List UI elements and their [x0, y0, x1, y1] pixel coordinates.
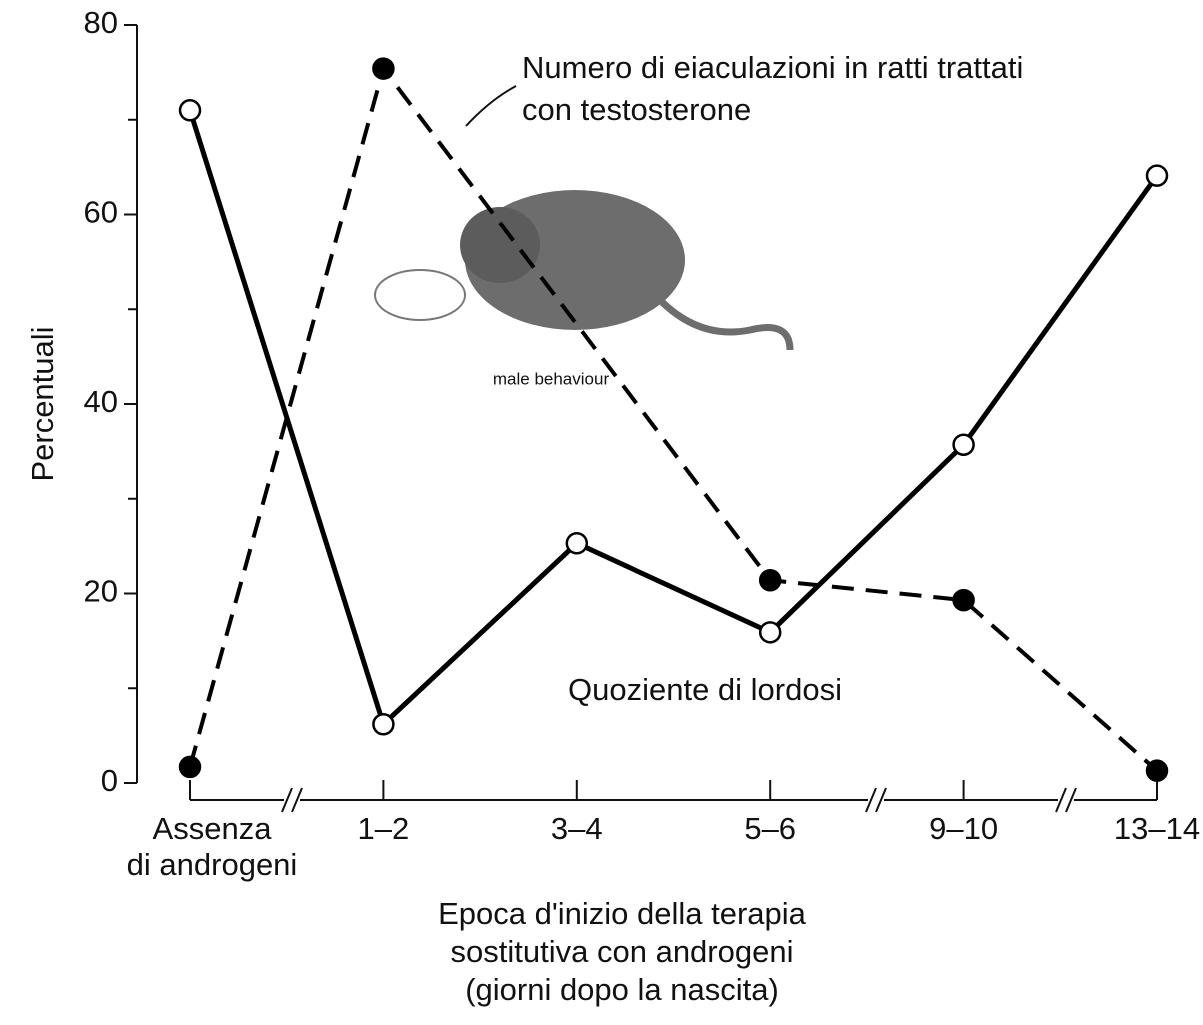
data-point — [180, 757, 200, 777]
y-axis-label: Percentuali — [25, 326, 60, 481]
x-tick-label: 3–4 — [551, 811, 603, 846]
data-point — [760, 622, 780, 642]
x-tick-label: 9–10 — [929, 811, 998, 846]
x-tick-label: 1–2 — [358, 811, 410, 846]
y-tick-label: 60 — [84, 195, 118, 230]
series-label: Quoziente di lordosi — [568, 672, 842, 707]
data-point — [567, 533, 587, 553]
label-leader — [466, 86, 516, 126]
series-line — [190, 69, 1157, 771]
chart: male behaviour Percentuali 0 20 40 60 80 Asse… — [0, 0, 1203, 1025]
x-tick-label: 5–6 — [744, 811, 796, 846]
data-point — [1147, 761, 1167, 781]
data-point — [180, 100, 200, 120]
x-tick-label: 13–14 — [1114, 811, 1200, 846]
rat-illustration — [375, 190, 790, 350]
data-point — [373, 59, 393, 79]
series-line — [190, 110, 1157, 724]
y-tick-label: 20 — [84, 574, 118, 609]
series-label: Numero di eiaculazioni in ratti trattati… — [522, 50, 1023, 127]
data-point — [954, 435, 974, 455]
y-tick-label: 40 — [84, 384, 118, 419]
data-point — [1147, 166, 1167, 186]
y-tick-label: 80 — [84, 5, 118, 40]
data-point — [954, 590, 974, 610]
data-point — [373, 714, 393, 734]
annotation: male behaviour — [493, 369, 610, 388]
y-tick-label: 0 — [101, 763, 118, 798]
data-point — [760, 570, 780, 590]
